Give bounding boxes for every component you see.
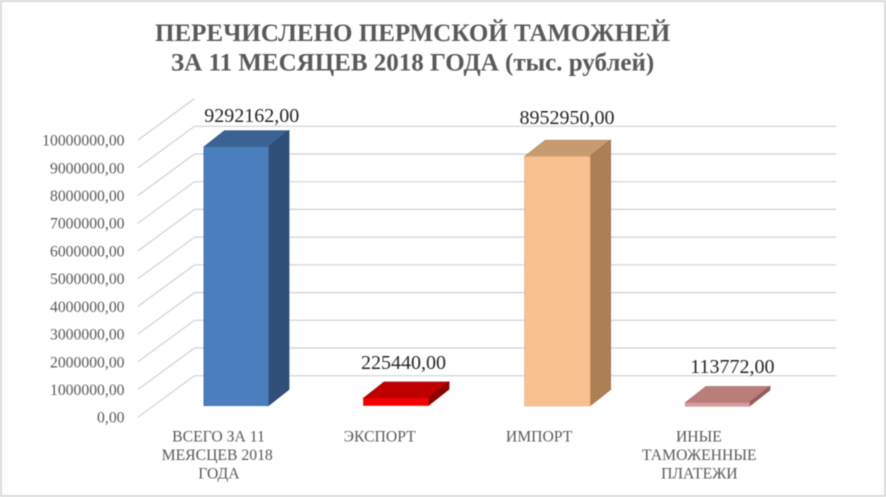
svg-text:МЕЯСЦЕВ 2018: МЕЯСЦЕВ 2018 [162, 447, 273, 464]
svg-text:8952950,00: 8952950,00 [520, 107, 615, 129]
svg-text:6000000,00: 6000000,00 [50, 243, 125, 260]
svg-text:7000000,00: 7000000,00 [50, 216, 125, 233]
svg-text:ИМПОРТ: ИМПОРТ [506, 429, 573, 446]
svg-text:ИНЫЕ: ИНЫЕ [676, 429, 722, 446]
svg-text:3000000,00: 3000000,00 [50, 327, 125, 344]
svg-text:10000000,00: 10000000,00 [42, 133, 125, 150]
svg-text:ГОДА: ГОДА [198, 466, 240, 483]
svg-text:225440,00: 225440,00 [361, 352, 446, 374]
svg-text:ЗА 11 МЕСЯЦЕВ 2018 ГОДА (тыс.: ЗА 11 МЕСЯЦЕВ 2018 ГОДА (тыс. рублей) [171, 49, 654, 76]
svg-text:113772,00: 113772,00 [690, 356, 774, 378]
svg-text:ПЕРЕЧИСЛЕНО ПЕРМСКОЙ ТАМОЖНЕЙ: ПЕРЕЧИСЛЕНО ПЕРМСКОЙ ТАМОЖНЕЙ [155, 19, 671, 47]
svg-text:1000000,00: 1000000,00 [50, 382, 125, 399]
svg-text:ПЛАТЕЖИ: ПЛАТЕЖИ [661, 466, 737, 483]
svg-text:0,00: 0,00 [97, 410, 125, 427]
svg-text:4000000,00: 4000000,00 [50, 299, 125, 316]
svg-text:ВСЕГО ЗА 11: ВСЕГО ЗА 11 [172, 429, 265, 446]
svg-text:ЭКСПОРТ: ЭКСПОРТ [344, 429, 416, 446]
svg-text:9292162,00: 9292162,00 [204, 105, 299, 127]
svg-text:8000000,00: 8000000,00 [50, 188, 125, 205]
svg-text:ТАМОЖЕННЫЕ: ТАМОЖЕННЫЕ [642, 447, 757, 464]
svg-text:5000000,00: 5000000,00 [50, 271, 125, 288]
svg-text:9000000,00: 9000000,00 [50, 160, 125, 177]
svg-text:2000000,00: 2000000,00 [50, 354, 125, 371]
